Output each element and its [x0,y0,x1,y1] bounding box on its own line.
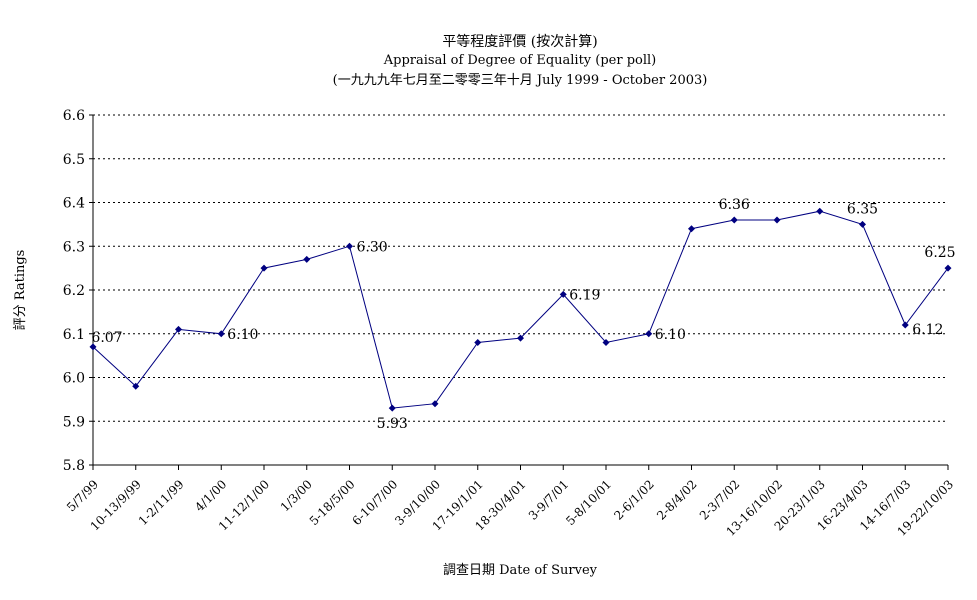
data-label-11: 6.19 [569,287,600,303]
x-tick-label-7: 6-10/7/00 [349,477,400,528]
data-point-1 [132,382,140,390]
data-label-20: 6.25 [924,245,955,261]
x-tick-label-13: 2-6/1/02 [611,477,656,522]
y-tick-label-7: 5.9 [63,414,85,430]
series-line-group [89,207,952,412]
data-point-16 [773,216,781,224]
x-tick-label-6: 5-18/5/00 [307,477,358,528]
data-labels: 6.07 6.10 6.30 5.93 6.19 6.10 6.36 6.35 6.12 6.25 [91,197,955,432]
data-point-8 [431,400,439,408]
x-tick-label-2: 1-2/11/99 [136,477,187,528]
data-point-11 [559,290,567,298]
data-label-13: 6.10 [655,327,686,343]
data-point-6 [346,242,353,250]
x-tick-label-12: 5-8/10/01 [563,477,614,528]
data-label-19: 6.12 [912,322,943,338]
data-point-9 [474,339,482,346]
data-point-10 [517,334,524,342]
y-tick-label-1: 6.5 [63,152,85,168]
data-point-15 [730,216,738,224]
data-point-13 [645,330,653,338]
data-point-12 [602,339,610,346]
y-tick-label-2: 6.4 [63,196,85,212]
chart-title: 平等程度評價 (按次計算) [442,33,597,50]
y-tick-label-4: 6.2 [63,283,85,299]
data-point-7 [388,404,396,412]
data-label-7: 5.93 [377,416,408,432]
y-tick-label-0: 6.6 [63,108,85,124]
y-tick-label-8: 5.8 [63,458,85,474]
y-tick-label-3: 6.3 [63,239,85,255]
y-axis-title: 評分 Ratings [13,250,28,331]
data-point-5 [303,255,311,263]
data-label-6: 6.30 [357,239,388,255]
x-tick-label-5: 1/3/00 [278,477,315,514]
data-point-18 [859,220,866,228]
y-tick-label-6: 6.0 [63,371,85,387]
series-line [92,210,949,409]
data-point-17 [816,207,824,215]
x-tick-label-3: 4/1/00 [192,477,229,514]
gridlines [93,114,948,422]
data-point-20 [944,264,952,272]
data-label-3: 6.10 [227,327,258,343]
data-point-3 [217,330,225,338]
data-label-0: 6.07 [91,330,122,346]
data-label-15: 6.36 [719,197,750,213]
chart-subtitle: Appraisal of Degree of Equality (per pol… [383,53,657,68]
data-point-14 [688,225,695,233]
data-point-0 [89,343,97,351]
y-axis-ticks: 6.6 6.5 6.4 6.3 6.2 6.1 6.0 5.9 5.8 [63,108,93,474]
x-tick-label-0: 5/7/99 [64,477,101,514]
x-tick-label-14: 2-8/4/02 [654,477,699,522]
y-tick-label-5: 6.1 [63,327,85,343]
data-point-4 [260,264,268,272]
x-axis-title: 調查日期 Date of Survey [443,563,598,578]
data-label-18: 6.35 [847,201,878,217]
data-point-19 [901,321,909,329]
chart-subtitle-2: (一九九九年七月至二零零三年十月 July 1999 - October 200… [333,73,708,88]
data-point-2 [175,325,182,333]
